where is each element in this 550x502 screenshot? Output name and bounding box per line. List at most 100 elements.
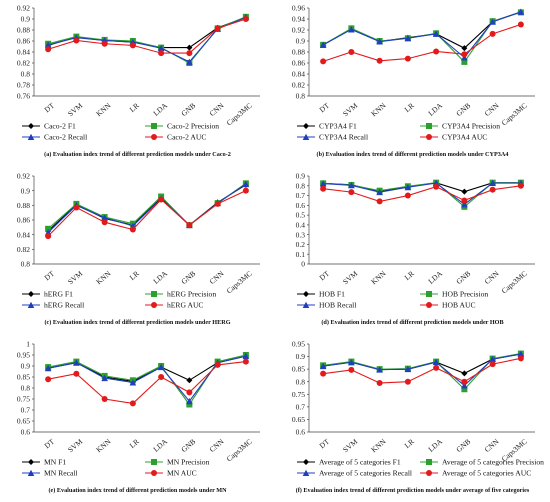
legend-item: Caco-2 Precision (145, 122, 219, 131)
data-point (348, 26, 355, 33)
data-point (242, 16, 249, 22)
data-point (214, 25, 221, 32)
data-point (157, 44, 165, 52)
data-point (461, 45, 468, 52)
chart-caption: (c) Evaluation index trend of different … (44, 319, 230, 326)
y-ticks: 0.92 0.9 0.88 0.86 0.84 0.82 0.8 (17, 172, 34, 269)
legend-marker (303, 123, 309, 129)
series-recall (319, 350, 525, 389)
x-tick-label: KNN (94, 437, 113, 455)
y-tick-label: 0.9 (21, 186, 31, 195)
data-point (404, 378, 411, 385)
data-point (517, 8, 525, 15)
chart-panel-f: 0.95 0.9 0.85 0.8 0.75 0.7 0.65 0.6 DT SVM KNN LR LD… (275, 336, 550, 502)
legend-item: Average of 5 categories AUC (420, 469, 531, 478)
y-tick-label: 0.75 (292, 390, 305, 399)
chart-caption: (b) Evaluation index trend of different … (317, 151, 509, 158)
data-point (376, 379, 383, 386)
legend-label: hERG Precision (167, 290, 216, 299)
chart-average: 0.95 0.9 0.85 0.8 0.75 0.7 0.65 0.6 DT SVM KNN LR LD… (292, 340, 544, 494)
y-tick-label: 0.1 (296, 250, 306, 259)
y-tick-label: 0.65 (292, 415, 305, 424)
x-tick-label: CNN (483, 437, 501, 454)
data-point (101, 219, 108, 226)
x-tick-label: DT (43, 437, 57, 451)
y-tick-label: 0.75 (17, 395, 30, 404)
data-point (376, 366, 383, 373)
legend-marker (426, 302, 432, 308)
x-tick-label: CNN (208, 437, 226, 454)
x-tick-label: SVM (341, 269, 359, 287)
data-point (73, 204, 80, 211)
data-point (101, 40, 108, 47)
chart-caption: (d) Evaluation index trend of different … (321, 319, 503, 326)
legend-marker (151, 302, 157, 308)
x-tick-label: Caps3MC (225, 101, 254, 127)
legend-marker (426, 470, 432, 476)
data-point (404, 365, 412, 373)
data-point (129, 400, 136, 407)
legend: HOB F1 HOB Precision HOB Recall HOB AUC (297, 290, 488, 310)
y-tick-label: 0.9 (21, 15, 31, 24)
x-tick-label: CNN (208, 101, 226, 118)
data-point (461, 386, 468, 393)
legend-item: CYP3A4 Recall (297, 133, 368, 142)
legend-item: CYP3A4 AUC (420, 133, 487, 142)
y-tick-label: 0.92 (17, 4, 30, 13)
y-tick-label: 0.6 (296, 428, 306, 437)
legend-item: HOB Precision (420, 290, 488, 299)
data-point (129, 379, 137, 386)
y-tick-label: 0.86 (292, 59, 305, 68)
x-tick-label: SVM (66, 269, 84, 287)
legend-marker (303, 291, 309, 297)
series-line (323, 353, 521, 387)
y-tick-label: 0.2 (296, 240, 306, 249)
data-point (461, 382, 468, 389)
x-tick-label: GNB (179, 269, 197, 286)
legend-marker (302, 301, 310, 308)
x-tick-label: GNB (454, 269, 472, 286)
data-point (404, 183, 412, 191)
data-point (45, 233, 52, 240)
chart-panel-a: 0.92 0.9 0.88 0.86 0.84 0.82 0.8 0.78 0.76 DT SVM K… (0, 0, 275, 168)
y-tick-label: 0.82 (292, 81, 305, 90)
axes (308, 344, 535, 433)
y-tick-label: 0 (301, 260, 305, 269)
chart-caco2: 0.92 0.9 0.88 0.86 0.84 0.82 0.8 0.78 0.76 DT SVM K… (17, 4, 260, 158)
y-tick-label: 0.6 (296, 201, 306, 210)
data-point (158, 196, 165, 203)
data-point (348, 49, 355, 55)
legend-item: HOB Recall (297, 301, 356, 310)
legend-label: hERG AUC (167, 301, 204, 310)
y-tick-label: 0.8 (21, 384, 31, 393)
data-point (320, 185, 327, 192)
x-tick-label: LR (128, 437, 141, 450)
data-point (517, 355, 524, 362)
data-point (320, 370, 327, 377)
y-tick-label: 0.8 (21, 260, 31, 269)
y-tick-label: 0.8 (296, 181, 306, 190)
legend-label: CYP3A4 F1 (319, 122, 357, 131)
data-point (433, 183, 440, 190)
y-tick-label: 0.94 (292, 15, 305, 24)
legend: Average of 5 categories F1 Average of 5 c… (297, 458, 544, 478)
legend-item: hERG AUC (145, 301, 204, 310)
y-tick-label: 0.96 (292, 4, 305, 13)
series-line (47, 18, 247, 54)
x-tick-label: GNB (179, 101, 197, 118)
data-point (433, 364, 440, 371)
x-tick-label: LR (403, 437, 416, 450)
data-point (517, 182, 524, 189)
y-tick-label: 0.82 (17, 245, 30, 254)
x-tick-label: Caps3MC (500, 101, 529, 127)
y-tick-label: 0.86 (17, 37, 30, 46)
x-tick-label: SVM (341, 437, 359, 455)
data-point (348, 181, 355, 189)
legend-marker (27, 469, 35, 476)
legend-marker (426, 134, 432, 140)
legend-item: Average of 5 categories Recall (297, 469, 412, 478)
data-point (129, 42, 136, 49)
y-tick-label: 0.9 (296, 172, 306, 181)
y-tick-label: 0.84 (17, 230, 30, 239)
legend-label: CYP3A4 Precision (442, 122, 500, 131)
